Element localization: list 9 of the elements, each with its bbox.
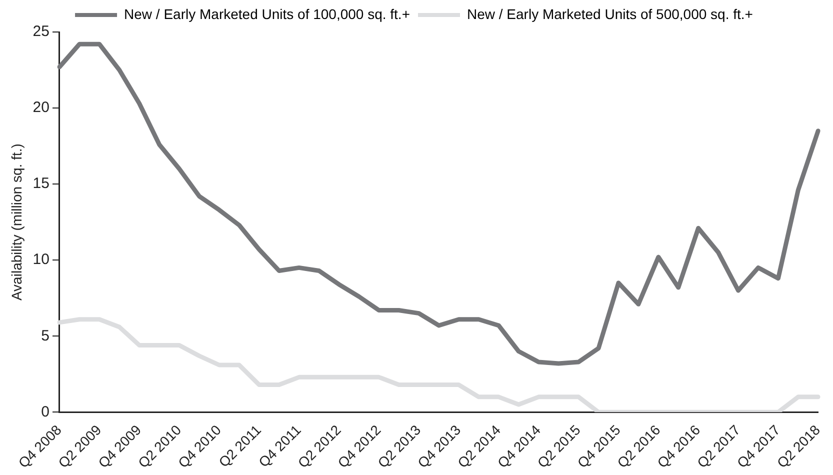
y-tick-label: 15 [32, 175, 50, 192]
y-tick-label: 20 [32, 99, 50, 116]
y-tick-label: 10 [32, 251, 50, 268]
legend-label: New / Early Marketed Units of 500,000 sq. ft.+ [467, 6, 753, 22]
y-tick-label: 5 [41, 327, 50, 344]
y-tick-label: 0 [41, 403, 50, 420]
legend-label: New / Early Marketed Units of 100,000 sq. ft.+ [124, 6, 410, 22]
y-axis-title: Availability (million sq. ft.) [8, 144, 24, 301]
y-tick-label: 25 [32, 23, 50, 40]
